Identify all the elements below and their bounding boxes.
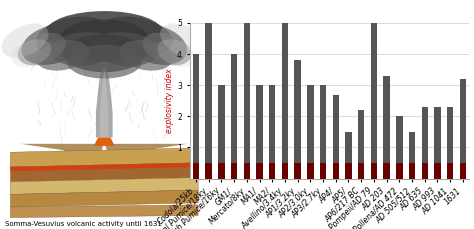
Ellipse shape — [18, 33, 66, 65]
Polygon shape — [94, 137, 115, 146]
Ellipse shape — [50, 32, 117, 66]
Bar — [256, 163, 263, 179]
Bar — [409, 163, 415, 179]
Bar — [244, 23, 250, 163]
Ellipse shape — [36, 16, 110, 56]
Polygon shape — [10, 205, 198, 218]
Ellipse shape — [11, 39, 51, 67]
Bar — [383, 76, 390, 163]
Bar — [218, 163, 225, 179]
Ellipse shape — [126, 25, 187, 65]
Bar — [447, 163, 453, 179]
Ellipse shape — [1, 23, 48, 58]
Ellipse shape — [119, 40, 173, 71]
Bar — [346, 163, 352, 179]
Bar — [333, 95, 339, 163]
Ellipse shape — [46, 11, 163, 53]
Bar — [231, 163, 237, 179]
Bar — [409, 132, 415, 163]
Ellipse shape — [143, 33, 191, 65]
Bar — [269, 163, 275, 179]
Ellipse shape — [63, 34, 146, 72]
Bar — [307, 163, 313, 179]
Bar — [244, 163, 250, 179]
Bar — [371, 163, 377, 179]
Polygon shape — [10, 177, 198, 194]
Ellipse shape — [157, 39, 197, 67]
Bar — [320, 85, 326, 163]
Polygon shape — [10, 190, 198, 207]
Bar — [206, 23, 212, 163]
Polygon shape — [96, 66, 113, 137]
Bar — [346, 132, 352, 163]
Text: Somma-Vesuvius volcanic activity until 1631: Somma-Vesuvius volcanic activity until 1… — [5, 221, 162, 227]
Bar — [460, 163, 466, 179]
Polygon shape — [10, 148, 198, 167]
Bar — [434, 163, 441, 179]
Ellipse shape — [160, 23, 207, 58]
Bar — [358, 163, 365, 179]
Bar — [282, 163, 288, 179]
Bar — [421, 107, 428, 163]
Ellipse shape — [67, 45, 142, 79]
Bar — [421, 163, 428, 179]
Bar — [358, 110, 365, 163]
Bar — [218, 85, 225, 163]
Bar — [193, 163, 199, 179]
Bar — [231, 54, 237, 163]
Polygon shape — [100, 70, 109, 137]
Bar — [206, 163, 212, 179]
Ellipse shape — [58, 19, 150, 62]
Ellipse shape — [99, 16, 173, 56]
Bar — [294, 163, 301, 179]
Bar — [447, 107, 453, 163]
Bar — [320, 163, 326, 179]
Bar — [307, 85, 313, 163]
Bar — [269, 85, 275, 163]
Bar — [396, 163, 402, 179]
Bar — [371, 23, 377, 163]
Bar — [333, 163, 339, 179]
Bar — [396, 116, 402, 163]
Ellipse shape — [36, 40, 90, 71]
Polygon shape — [10, 163, 198, 182]
Polygon shape — [10, 163, 198, 171]
Ellipse shape — [92, 32, 158, 66]
Ellipse shape — [21, 25, 83, 65]
Bar — [434, 107, 441, 163]
Bar — [282, 23, 288, 163]
Y-axis label: explosivity index: explosivity index — [165, 68, 174, 133]
Bar — [256, 85, 263, 163]
Bar — [383, 163, 390, 179]
Bar — [294, 60, 301, 163]
Bar — [193, 54, 199, 163]
Bar — [460, 79, 466, 163]
Polygon shape — [21, 142, 188, 163]
